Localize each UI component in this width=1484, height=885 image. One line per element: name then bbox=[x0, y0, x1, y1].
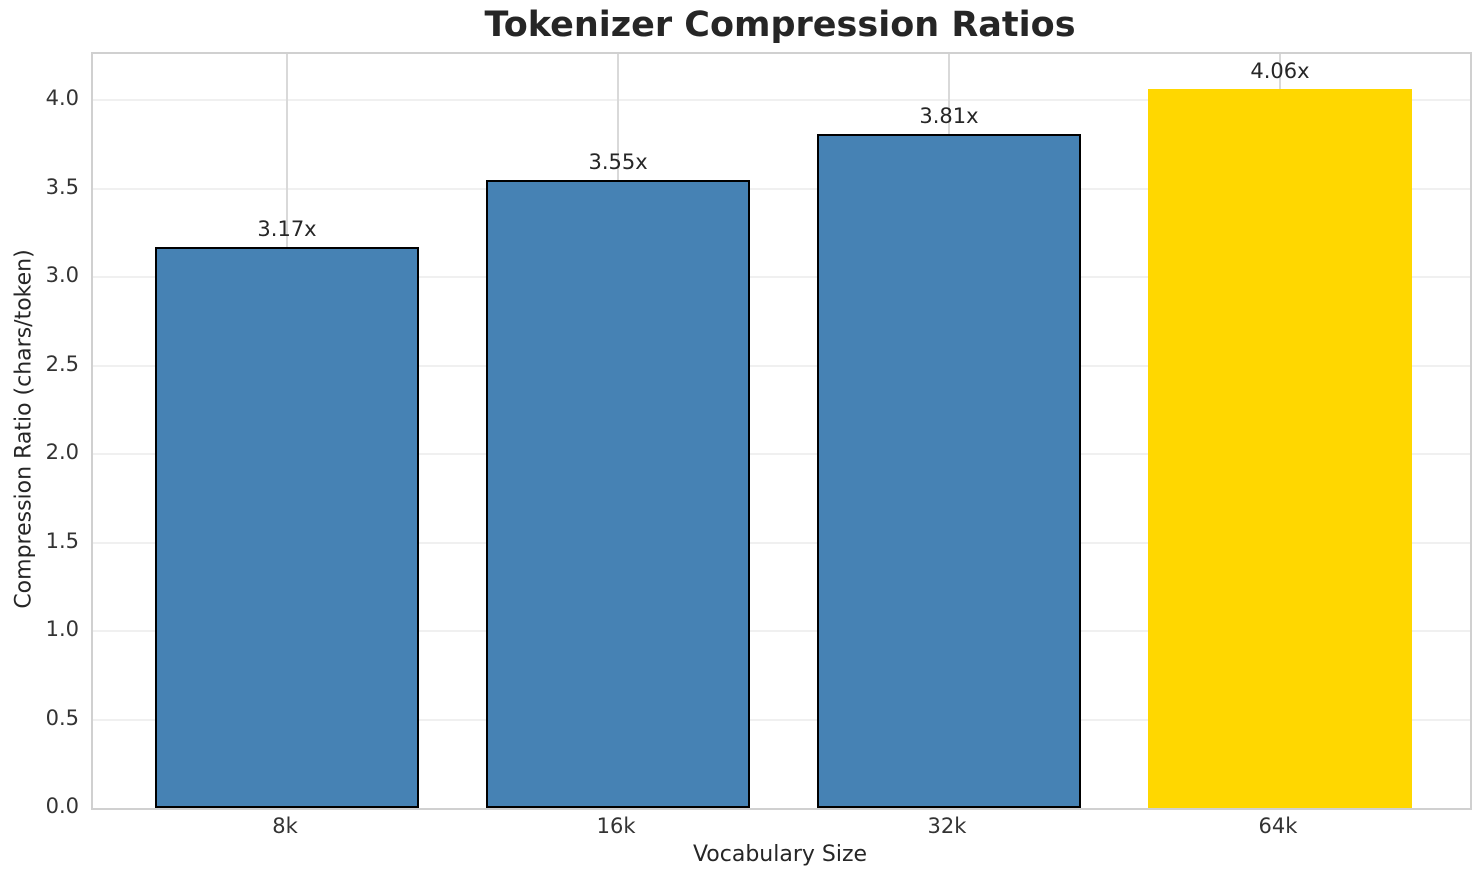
x-tick-label-32k: 32k bbox=[927, 814, 967, 838]
bar-value-label: 4.06x bbox=[1250, 59, 1310, 84]
gridline-horizontal bbox=[93, 276, 1470, 278]
y-tick-label: 4.0 bbox=[45, 86, 79, 111]
gridline-horizontal bbox=[93, 453, 1470, 455]
x-tick-label-8k: 8k bbox=[272, 814, 298, 838]
bar-value-label: 3.55x bbox=[588, 149, 648, 174]
y-axis-label: Compression Ratio (chars/token) bbox=[11, 249, 37, 609]
bar-value-label: 3.17x bbox=[257, 216, 317, 241]
bar-8k bbox=[155, 246, 420, 808]
plot-area: 3.17x 3.55x 3.81x 4.06x bbox=[91, 52, 1472, 810]
gridline-horizontal bbox=[93, 99, 1470, 102]
gridline-horizontal bbox=[93, 364, 1470, 367]
bar-32k bbox=[816, 133, 1081, 808]
gridline-horizontal bbox=[93, 187, 1470, 190]
bar-64k bbox=[1147, 89, 1412, 808]
gridline-horizontal bbox=[93, 541, 1470, 544]
gridline-horizontal bbox=[93, 630, 1470, 632]
y-tick-label: 0.5 bbox=[45, 705, 79, 730]
bar-value-label: 3.81x bbox=[919, 103, 979, 128]
x-tick-label-16k: 16k bbox=[596, 814, 636, 838]
x-axis-label: Vocabulary Size bbox=[692, 842, 868, 867]
bar-16k bbox=[486, 179, 751, 808]
chart-title: Tokenizer Compression Ratios bbox=[484, 5, 1076, 45]
y-tick-label: 3.5 bbox=[45, 174, 79, 199]
gridline-horizontal bbox=[93, 718, 1470, 721]
y-tick-label: 1.0 bbox=[45, 617, 79, 641]
y-tick-label: 0.0 bbox=[45, 794, 79, 818]
x-tick-label-64k: 64k bbox=[1258, 814, 1298, 838]
